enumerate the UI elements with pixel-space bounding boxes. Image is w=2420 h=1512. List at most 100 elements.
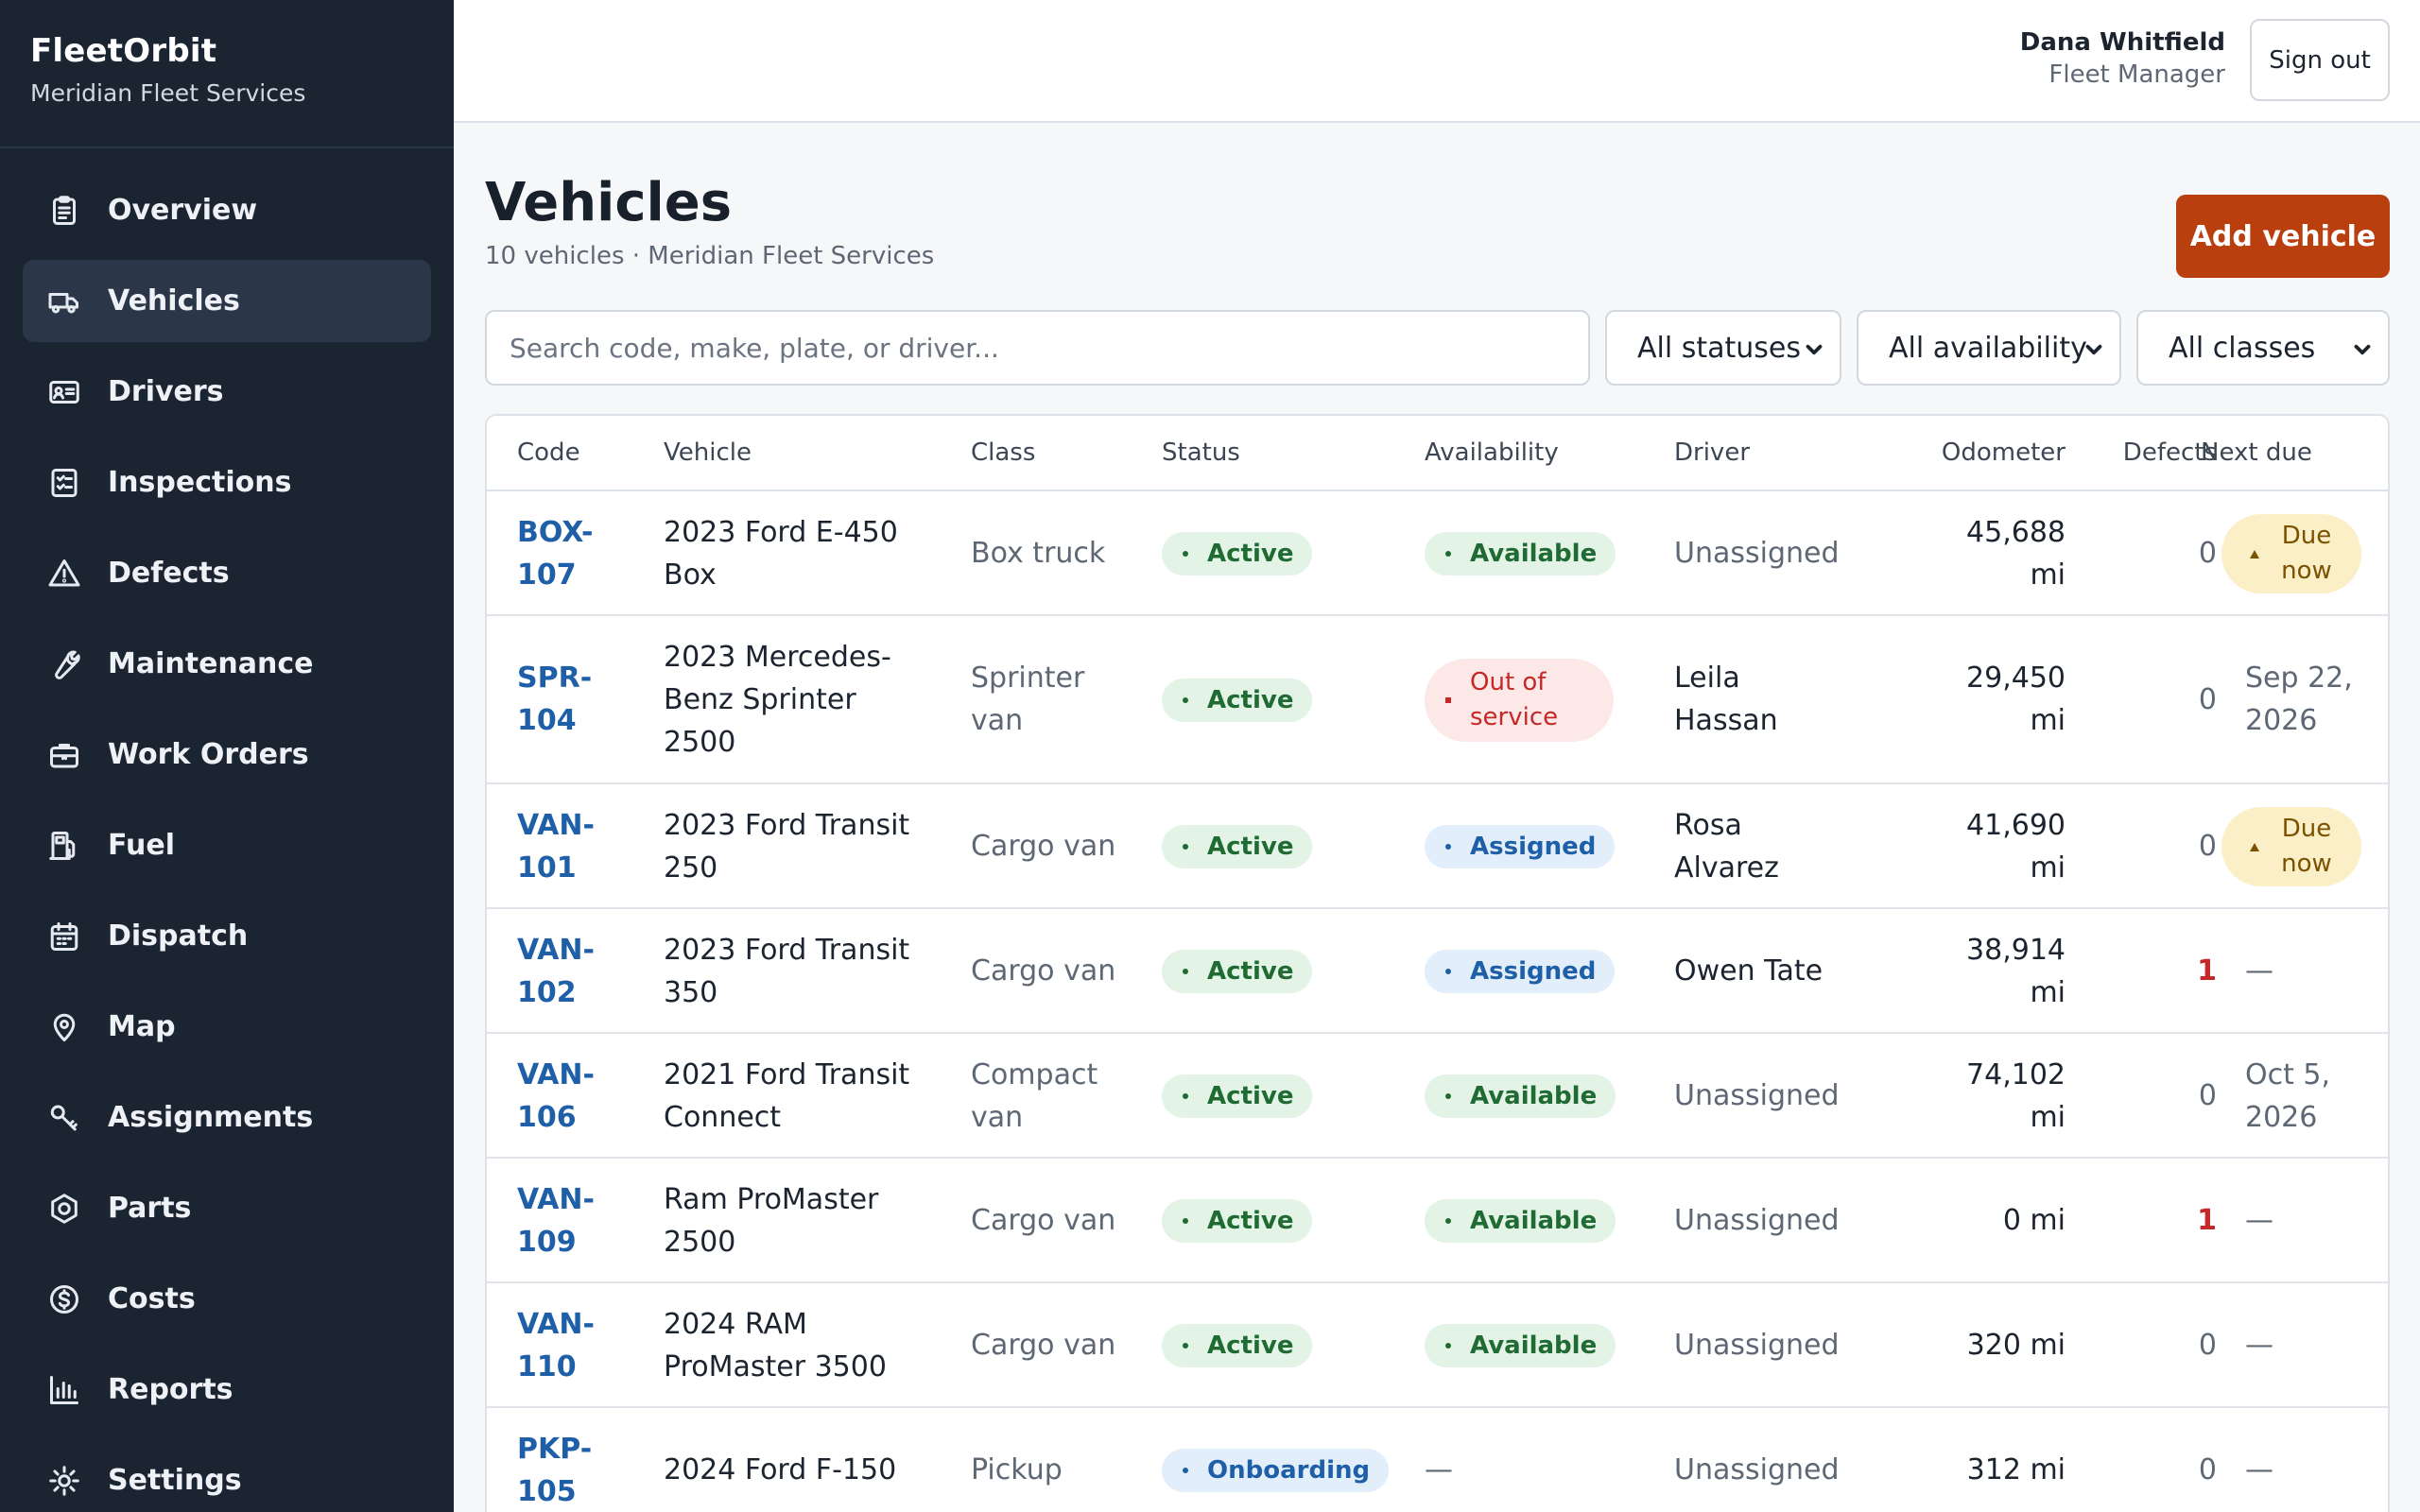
sidebar: FleetOrbit Meridian Fleet Services Overv…	[0, 0, 454, 1512]
class-filter-select[interactable]: All classes	[2136, 310, 2390, 386]
fuel-pump-icon	[45, 827, 83, 865]
vehicle-code-link[interactable]: SPR-104	[517, 662, 593, 737]
sidebar-item-map[interactable]: Map	[23, 986, 431, 1068]
vehicle-code-link[interactable]: BOX-107	[517, 516, 594, 592]
table-row[interactable]: PKP-105 2024 Ford F-150 Pickup Onboardin…	[487, 1408, 2388, 1512]
vehicle-class: Sprinter van	[971, 662, 1085, 737]
driver-name: Unassigned	[1674, 1329, 1840, 1362]
sidebar-item-drivers[interactable]: Drivers	[23, 351, 431, 433]
briefcase-icon	[45, 736, 83, 774]
sidebar-item-parts[interactable]: Parts	[23, 1167, 431, 1249]
sidebar-item-costs[interactable]: Costs	[23, 1258, 431, 1340]
vehicles-table: Code Vehicle Class Status Availability D…	[485, 414, 2390, 1512]
column-header-odometer[interactable]: Odometer	[1941, 438, 2066, 467]
odometer-value: 320 mi	[1966, 1329, 2066, 1362]
table-row[interactable]: VAN-102 2023 Ford Transit 350 Cargo van …	[487, 909, 2388, 1034]
vehicle-code-link[interactable]: VAN-110	[517, 1308, 595, 1383]
vehicle-code-link[interactable]: VAN-109	[517, 1183, 595, 1259]
sign-out-button[interactable]: Sign out	[2250, 19, 2390, 101]
vehicle-name: 2021 Ford Transit Connect	[664, 1058, 910, 1134]
sidebar-item-maintenance[interactable]: Maintenance	[23, 623, 431, 705]
sidebar-item-label: Settings	[108, 1464, 242, 1497]
driver-name: Unassigned	[1674, 1204, 1840, 1237]
status-badge: Active	[1162, 1074, 1313, 1118]
table-row[interactable]: VAN-110 2024 RAM ProMaster 3500 Cargo va…	[487, 1283, 2388, 1408]
table-row[interactable]: SPR-104 2023 Mercedes-Benz Sprinter 2500…	[487, 616, 2388, 784]
status-filter-value: All statuses	[1637, 331, 1801, 365]
sidebar-item-label: Defects	[108, 557, 230, 590]
top-bar: Dana Whitfield Fleet Manager Sign out	[454, 0, 2420, 123]
sidebar-item-label: Vehicles	[108, 284, 240, 318]
sidebar-item-inspections[interactable]: Inspections	[23, 441, 431, 524]
vehicle-name: Ram ProMaster 2500	[664, 1183, 879, 1259]
vehicle-code-link[interactable]: VAN-102	[517, 934, 595, 1009]
due-now-badge: Due now	[2221, 807, 2361, 886]
availability-filter-select[interactable]: All availability	[1857, 310, 2121, 386]
sidebar-item-fuel[interactable]: Fuel	[23, 804, 431, 886]
driver-name: Leila Hassan	[1674, 662, 1778, 737]
brand-block: FleetOrbit Meridian Fleet Services	[0, 0, 454, 148]
defect-count: 0	[2198, 830, 2217, 863]
vehicle-name: 2023 Ford E-450 Box	[664, 516, 898, 592]
column-header-driver[interactable]: Driver	[1674, 438, 1751, 467]
vehicle-class: Pickup	[971, 1453, 1063, 1486]
column-header-code[interactable]: Code	[517, 438, 580, 467]
table-row[interactable]: BOX-107 2023 Ford E-450 Box Box truck Ac…	[487, 491, 2388, 616]
key-icon	[45, 1099, 83, 1137]
sidebar-item-reports[interactable]: Reports	[23, 1349, 431, 1431]
sidebar-item-label: Assignments	[108, 1101, 314, 1134]
add-vehicle-button[interactable]: Add vehicle	[2176, 195, 2390, 278]
search-input[interactable]	[485, 310, 1590, 386]
page-title: Vehicles	[485, 172, 733, 233]
table-row[interactable]: VAN-106 2021 Ford Transit Connect Compac…	[487, 1034, 2388, 1159]
vehicle-name: 2024 RAM ProMaster 3500	[664, 1308, 887, 1383]
availability-badge: Out of service	[1425, 659, 1614, 742]
app-name: FleetOrbit	[30, 32, 217, 70]
sidebar-item-work-orders[interactable]: Work Orders	[23, 713, 431, 796]
sidebar-item-label: Parts	[108, 1192, 192, 1225]
availability-filter-value: All availability	[1889, 331, 2087, 365]
column-header-status[interactable]: Status	[1162, 438, 1240, 467]
wrench-icon	[45, 645, 83, 683]
column-header-class[interactable]: Class	[971, 438, 1036, 467]
status-badge: Active	[1162, 1324, 1313, 1367]
dollar-icon	[45, 1280, 83, 1318]
column-header-vehicle[interactable]: Vehicle	[664, 438, 752, 467]
main-content: Vehicles 10 vehicles · Meridian Fleet Se…	[454, 125, 2420, 1512]
sidebar-item-assignments[interactable]: Assignments	[23, 1076, 431, 1159]
sidebar-item-settings[interactable]: Settings	[23, 1439, 431, 1512]
defect-count: 0	[2198, 683, 2217, 716]
sidebar-item-overview[interactable]: Overview	[23, 169, 431, 251]
next-due-date: —	[2245, 1453, 2273, 1486]
column-header-next-due[interactable]: Next due	[2201, 438, 2312, 467]
table-row[interactable]: VAN-101 2023 Ford Transit 250 Cargo van …	[487, 784, 2388, 909]
sidebar-item-vehicles[interactable]: Vehicles	[23, 260, 431, 342]
table-row[interactable]: VAN-109 Ram ProMaster 2500 Cargo van Act…	[487, 1159, 2388, 1283]
id-card-icon	[45, 373, 83, 411]
driver-name: Unassigned	[1674, 1453, 1840, 1486]
warning-icon	[45, 555, 83, 593]
vehicle-code-link[interactable]: VAN-106	[517, 1058, 595, 1134]
chevron-down-icon	[1802, 336, 1826, 361]
vehicle-class: Cargo van	[971, 954, 1116, 988]
sidebar-item-label: Maintenance	[108, 647, 314, 680]
sidebar-item-label: Work Orders	[108, 738, 309, 771]
odometer-value: 45,688 mi	[1966, 516, 2066, 592]
vehicle-code-link[interactable]: PKP-105	[517, 1433, 593, 1508]
sidebar-item-dispatch[interactable]: Dispatch	[23, 895, 431, 977]
next-due-date: Sep 22, 2026	[2245, 662, 2353, 737]
sidebar-nav: Overview Vehicles Drivers Inspections De…	[0, 148, 454, 1512]
status-filter-select[interactable]: All statuses	[1605, 310, 1841, 386]
sidebar-item-label: Fuel	[108, 829, 175, 862]
vehicle-name: 2024 Ford F-150	[664, 1453, 897, 1486]
org-name: Meridian Fleet Services	[30, 79, 306, 107]
user-name: Dana Whitfield	[2019, 28, 2225, 57]
page-subtitle: 10 vehicles · Meridian Fleet Services	[485, 242, 935, 270]
column-header-defects[interactable]: Defects	[2122, 438, 2217, 467]
sidebar-item-label: Drivers	[108, 375, 224, 408]
column-header-availability[interactable]: Availability	[1425, 438, 1559, 467]
odometer-value: 312 mi	[1966, 1453, 2066, 1486]
vehicle-code-link[interactable]: VAN-101	[517, 809, 595, 885]
sidebar-item-defects[interactable]: Defects	[23, 532, 431, 614]
class-filter-value: All classes	[2169, 331, 2316, 365]
